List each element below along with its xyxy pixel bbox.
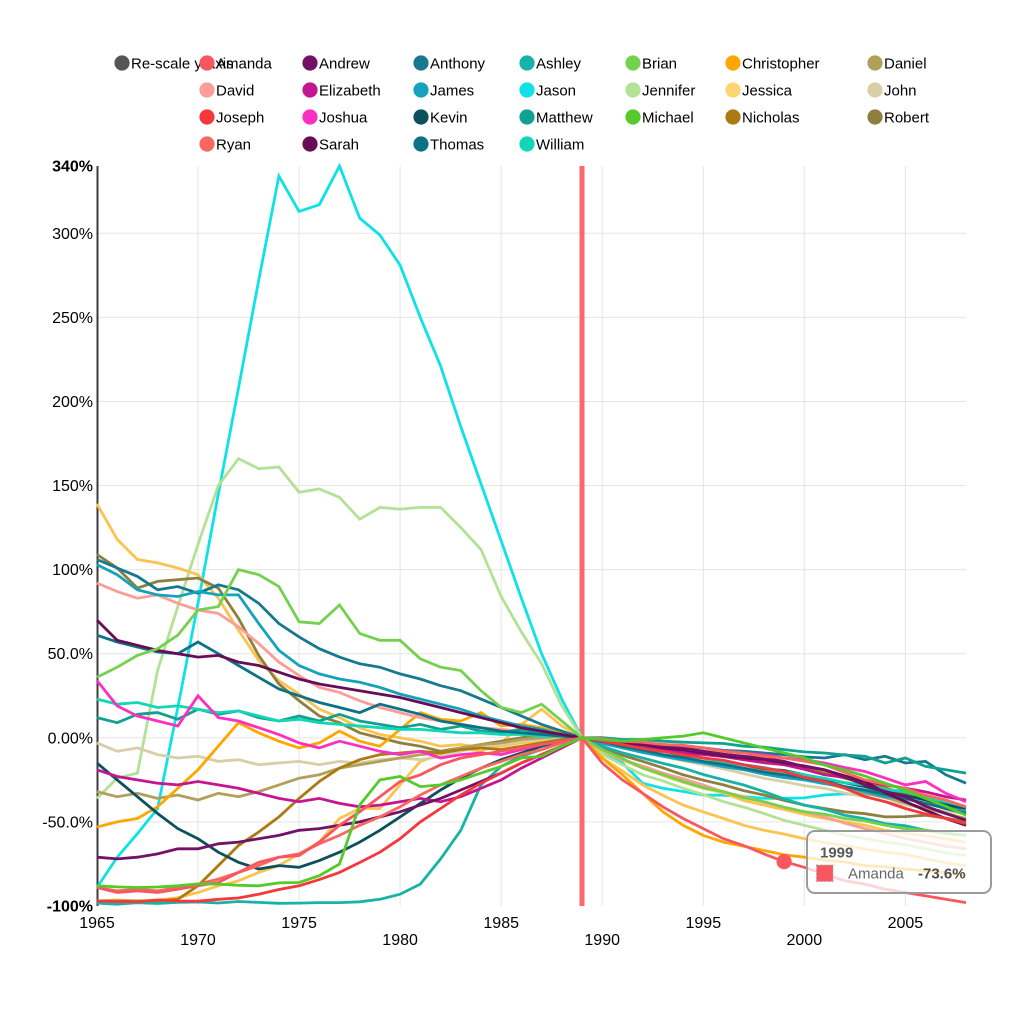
svg-text:David: David (216, 83, 254, 100)
svg-text:340%: 340% (52, 159, 93, 176)
svg-text:Matthew: Matthew (536, 110, 593, 127)
svg-text:Kevin: Kevin (430, 110, 468, 127)
svg-text:Thomas: Thomas (430, 137, 484, 154)
svg-text:James: James (430, 83, 474, 100)
svg-text:Brian: Brian (642, 56, 677, 73)
svg-text:2005: 2005 (888, 915, 924, 932)
svg-text:Andrew: Andrew (319, 56, 370, 73)
svg-text:Nicholas: Nicholas (742, 110, 800, 127)
svg-text:-50.0%: -50.0% (42, 814, 93, 831)
svg-text:Jessica: Jessica (742, 83, 793, 100)
svg-text:Elizabeth: Elizabeth (319, 83, 381, 100)
svg-text:1965: 1965 (79, 915, 115, 932)
svg-text:300%: 300% (52, 226, 93, 243)
svg-text:Jason: Jason (536, 83, 576, 100)
svg-text:-73.6%: -73.6% (918, 866, 966, 883)
svg-text:Robert: Robert (884, 110, 930, 127)
svg-text:50.0%: 50.0% (48, 646, 93, 663)
svg-text:Jennifer: Jennifer (642, 83, 695, 100)
svg-text:Joshua: Joshua (319, 110, 368, 127)
svg-text:1970: 1970 (180, 932, 216, 949)
svg-text:1980: 1980 (382, 932, 418, 949)
svg-text:1975: 1975 (281, 915, 317, 932)
svg-text:100%: 100% (52, 562, 93, 579)
svg-text:200%: 200% (52, 394, 93, 411)
svg-text:1999: 1999 (820, 845, 853, 862)
svg-text:0.00%: 0.00% (48, 730, 93, 747)
svg-text:Sarah: Sarah (319, 137, 359, 154)
svg-text:-100%: -100% (47, 899, 93, 916)
svg-text:Christopher: Christopher (742, 56, 820, 73)
svg-text:150%: 150% (52, 478, 93, 495)
svg-text:William: William (536, 137, 584, 154)
svg-text:Amanda: Amanda (216, 56, 273, 73)
svg-text:Joseph: Joseph (216, 110, 264, 127)
svg-text:1985: 1985 (483, 915, 519, 932)
svg-text:Daniel: Daniel (884, 56, 927, 73)
svg-text:Michael: Michael (642, 110, 694, 127)
svg-text:Anthony: Anthony (430, 56, 486, 73)
svg-text:250%: 250% (52, 310, 93, 327)
svg-text:John: John (884, 83, 917, 100)
svg-text:1990: 1990 (584, 932, 620, 949)
svg-text:Amanda: Amanda (848, 866, 905, 883)
svg-text:2000: 2000 (787, 932, 823, 949)
svg-text:1995: 1995 (686, 915, 722, 932)
svg-text:Ashley: Ashley (536, 56, 582, 73)
svg-text:Ryan: Ryan (216, 137, 251, 154)
